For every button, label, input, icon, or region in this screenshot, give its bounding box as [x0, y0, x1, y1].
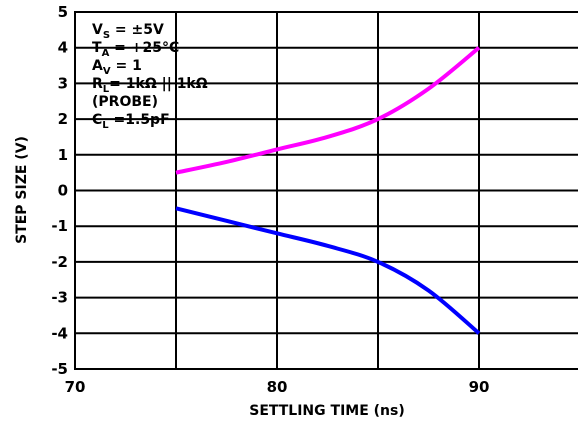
condition-annotation: TA = +25°C	[92, 40, 179, 59]
series-line-0	[175, 46, 481, 175]
x-tick-label: 70	[65, 378, 86, 396]
x-tick-label: 80	[267, 378, 288, 396]
x-axis-label: SETTLING TIME (ns)	[249, 403, 405, 419]
condition-annotation: CL =1.5pF	[92, 112, 170, 131]
plot-frame	[74, 11, 578, 370]
series-line-1	[175, 206, 481, 335]
y-tick-label: -2	[51, 253, 68, 271]
y-axis-label: STEP SIZE (V)	[14, 136, 30, 244]
condition-annotation: AV = 1	[92, 58, 142, 77]
x-tick-label: 90	[469, 378, 490, 396]
y-tick-label: 5	[58, 3, 68, 21]
condition-annotation: (PROBE)	[92, 94, 158, 110]
condition-annotation: VS = ±5V	[92, 22, 164, 41]
y-tick-label: 4	[58, 39, 68, 57]
y-tick-label: -5	[51, 360, 68, 378]
x-tick-labels: 70 80 90	[65, 378, 490, 396]
y-tick-label: 2	[58, 110, 68, 128]
y-tick-label: 0	[58, 182, 68, 200]
y-tick-label: -4	[51, 324, 68, 342]
y-tick-label: -3	[51, 289, 68, 307]
y-tick-label: -1	[51, 217, 68, 235]
y-tick-label: 3	[58, 74, 68, 92]
series-lines	[175, 46, 481, 335]
y-tick-label: 1	[58, 146, 68, 164]
y-tick-labels: 5 4 3 2 1 0 -1 -2 -3 -4 -5	[51, 3, 68, 378]
grid-lines	[75, 12, 578, 369]
condition-annotation: RL= 1kΩ || 1kΩ	[92, 76, 208, 95]
